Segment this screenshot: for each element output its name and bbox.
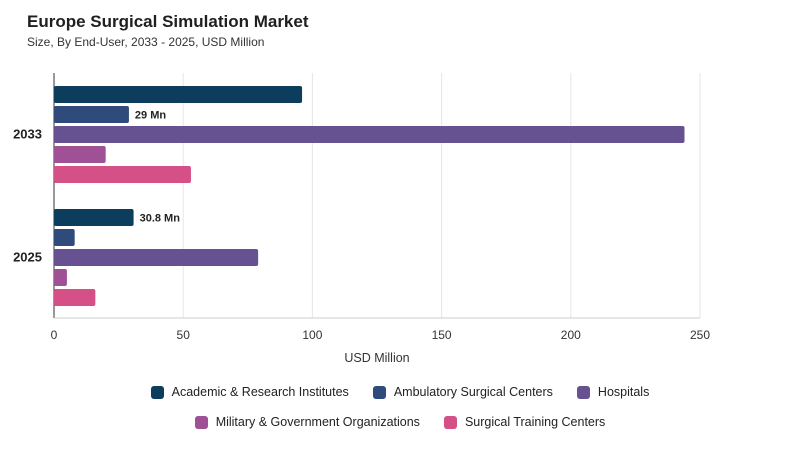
legend-label-training: Surgical Training Centers bbox=[464, 415, 606, 429]
bar-2025-series-2 bbox=[54, 249, 259, 266]
legend-swatch-training bbox=[443, 415, 457, 429]
x-tick-label: 150 bbox=[432, 328, 452, 342]
x-axis-title: USD Million bbox=[344, 351, 409, 365]
category-label-2033: 2033 bbox=[13, 127, 42, 142]
x-tick-label: 200 bbox=[561, 328, 581, 342]
bar-2025-series-0 bbox=[54, 209, 134, 226]
bar-2033-series-4 bbox=[54, 166, 191, 183]
legend-row-2: Military & Government Organizations Surg… bbox=[0, 415, 800, 429]
legend-swatch-academic bbox=[150, 385, 164, 399]
x-tick-label: 100 bbox=[302, 328, 322, 342]
bar-2033-series-3 bbox=[54, 146, 106, 163]
legend-row-1: Academic & Research Institutes Ambulator… bbox=[0, 385, 800, 399]
legend-item-training[interactable]: Surgical Training Centers bbox=[443, 415, 606, 429]
bar-2033-series-2 bbox=[54, 126, 685, 143]
bar-2033-series-0 bbox=[54, 86, 303, 103]
x-tick-label: 250 bbox=[690, 328, 710, 342]
legend-item-hospitals[interactable]: Hospitals bbox=[576, 385, 650, 399]
x-tick-label: 50 bbox=[177, 328, 191, 342]
chart-subtitle: Size, By End-User, 2033 - 2025, USD Mill… bbox=[27, 35, 265, 49]
bar-2025-series-4 bbox=[54, 289, 96, 306]
legend-label-ambulatory: Ambulatory Surgical Centers bbox=[393, 385, 553, 399]
x-tick-label: 0 bbox=[51, 328, 58, 342]
legend-swatch-ambulatory bbox=[372, 385, 386, 399]
data-label: 29 Mn bbox=[135, 110, 166, 122]
bar-2033-series-1 bbox=[54, 106, 129, 123]
legend-item-academic[interactable]: Academic & Research Institutes bbox=[150, 385, 349, 399]
legend-label-military: Military & Government Organizations bbox=[215, 415, 420, 429]
legend-label-academic: Academic & Research Institutes bbox=[171, 385, 349, 399]
legend-item-ambulatory[interactable]: Ambulatory Surgical Centers bbox=[372, 385, 553, 399]
legend-item-military[interactable]: Military & Government Organizations bbox=[194, 415, 420, 429]
category-label-2025: 2025 bbox=[13, 250, 42, 265]
legend-swatch-hospitals bbox=[576, 385, 590, 399]
bar-2025-series-3 bbox=[54, 269, 67, 286]
chart-title: Europe Surgical Simulation Market bbox=[27, 12, 309, 31]
bar-2025-series-1 bbox=[54, 229, 75, 246]
data-label: 30.8 Mn bbox=[140, 213, 181, 225]
legend-swatch-military bbox=[194, 415, 208, 429]
legend-label-hospitals: Hospitals bbox=[597, 385, 650, 399]
